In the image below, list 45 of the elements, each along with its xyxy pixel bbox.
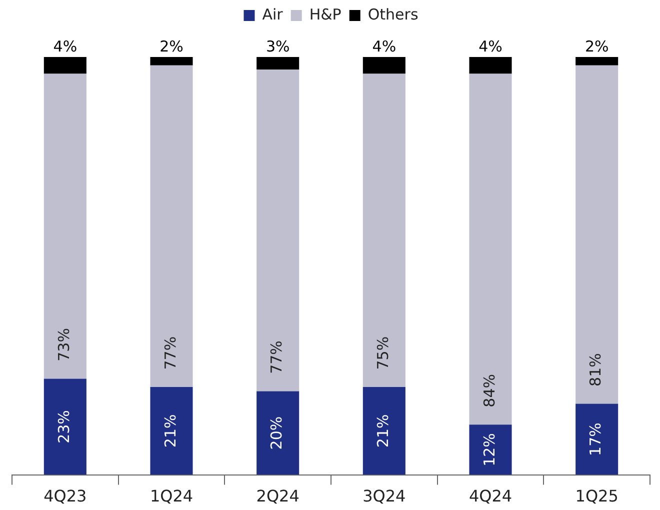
data-label: 3% <box>266 37 290 56</box>
bar <box>256 70 300 392</box>
bar <box>576 57 618 66</box>
bar <box>469 57 512 74</box>
x-tick-label: 1Q24 <box>150 486 194 506</box>
data-label: 4% <box>53 37 78 56</box>
bar <box>256 57 300 70</box>
data-label: 73% <box>55 328 74 362</box>
x-tick-label: 2Q24 <box>256 486 300 506</box>
data-label: 4% <box>478 37 502 56</box>
x-tick-label: 1Q25 <box>575 486 618 506</box>
data-label: 2% <box>584 37 609 56</box>
bar <box>150 65 193 388</box>
data-label: 4% <box>372 37 396 56</box>
data-label: 17% <box>586 422 605 456</box>
data-label: 77% <box>268 340 286 374</box>
bar <box>576 65 618 404</box>
data-label: 12% <box>480 433 498 466</box>
data-label: 20% <box>268 416 286 450</box>
data-label: 2% <box>160 37 184 56</box>
bar <box>150 387 193 475</box>
legend-label: H&P <box>309 5 342 24</box>
bar <box>576 404 618 475</box>
bar <box>469 74 512 425</box>
data-label: 21% <box>161 414 180 448</box>
data-label: 77% <box>161 336 180 370</box>
legend-label: Others <box>368 5 418 24</box>
bar <box>362 57 406 74</box>
data-label: 23% <box>55 410 74 444</box>
data-label: 84% <box>480 374 498 408</box>
bar <box>362 74 406 388</box>
data-label: 21% <box>374 414 392 448</box>
bar <box>256 391 300 475</box>
legend-label: Air <box>262 5 284 24</box>
bar <box>44 57 86 74</box>
bar <box>362 387 406 475</box>
x-tick-label: 4Q24 <box>468 486 512 506</box>
data-label: 81% <box>586 353 605 386</box>
x-tick-label: 4Q23 <box>44 486 87 506</box>
data-label: 75% <box>374 336 392 370</box>
bar <box>469 424 512 475</box>
x-tick-label: 3Q24 <box>362 486 406 506</box>
bar <box>44 378 86 475</box>
bar <box>44 74 86 379</box>
bar <box>150 57 193 66</box>
